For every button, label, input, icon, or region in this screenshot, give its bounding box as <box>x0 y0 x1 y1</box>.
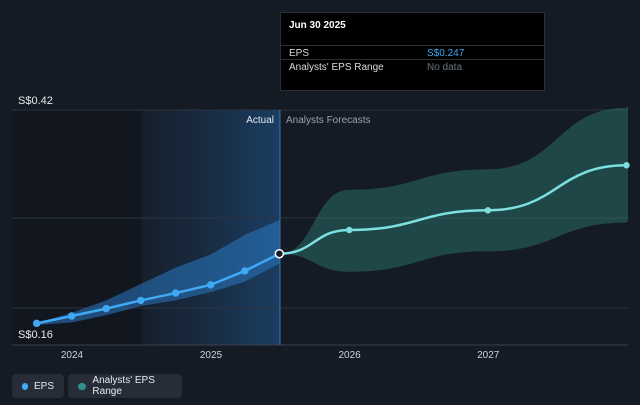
eps-line <box>36 252 280 325</box>
legend-range-label: Analysts' EPS Range <box>92 375 155 397</box>
forecast-eps-band <box>279 105 628 272</box>
tooltip-range-value: No data <box>427 62 463 73</box>
legend-item-eps[interactable]: EPS <box>12 374 64 398</box>
eps-point[interactable] <box>137 296 145 305</box>
eps-point[interactable] <box>32 319 41 328</box>
eps-legend-icon <box>22 382 28 390</box>
tooltip-eps-label: EPS <box>289 48 310 59</box>
range-legend-icon <box>78 382 87 390</box>
eps-point[interactable] <box>241 267 249 275</box>
legend-eps-label: EPS <box>33 380 54 392</box>
eps-point[interactable] <box>102 304 110 313</box>
y-axis-top-label: S$0.42 <box>18 95 53 107</box>
tooltip-eps-value: S$0.247 <box>427 48 465 59</box>
forecast-point[interactable] <box>484 207 492 214</box>
tooltip-row-range: Analysts' EPS Range No data <box>281 59 544 74</box>
x-tick-label: 2024 <box>61 350 84 361</box>
tooltip-date: Jun 30 2025 <box>289 20 346 31</box>
actual-label: Actual <box>246 115 274 126</box>
y-axis-bottom-label: S$0.16 <box>18 329 53 341</box>
tooltip-range-label: Analysts' EPS Range <box>289 62 384 73</box>
legend-item-range[interactable]: Analysts' EPS Range <box>68 374 182 398</box>
forecast-point[interactable] <box>346 226 353 234</box>
forecast-eps-line <box>279 163 629 255</box>
tooltip-row-eps: EPS S$0.247 <box>281 45 544 60</box>
eps-point[interactable] <box>67 312 76 320</box>
actual-eps-band <box>36 220 280 325</box>
eps-point[interactable] <box>206 281 215 289</box>
x-tick-label: 2026 <box>338 350 361 361</box>
x-tick-label: 2025 <box>200 350 223 361</box>
tooltip: Jun 30 2025 EPS S$0.247 Analysts' EPS Ra… <box>280 12 545 91</box>
x-tick-label: 2027 <box>477 350 500 361</box>
eps-point[interactable] <box>171 289 180 297</box>
actual-highlight-region <box>142 110 280 345</box>
forecast-label: Analysts Forecasts <box>286 115 370 126</box>
eps-point-highlighted[interactable] <box>274 248 285 259</box>
forecast-point[interactable] <box>623 162 630 169</box>
